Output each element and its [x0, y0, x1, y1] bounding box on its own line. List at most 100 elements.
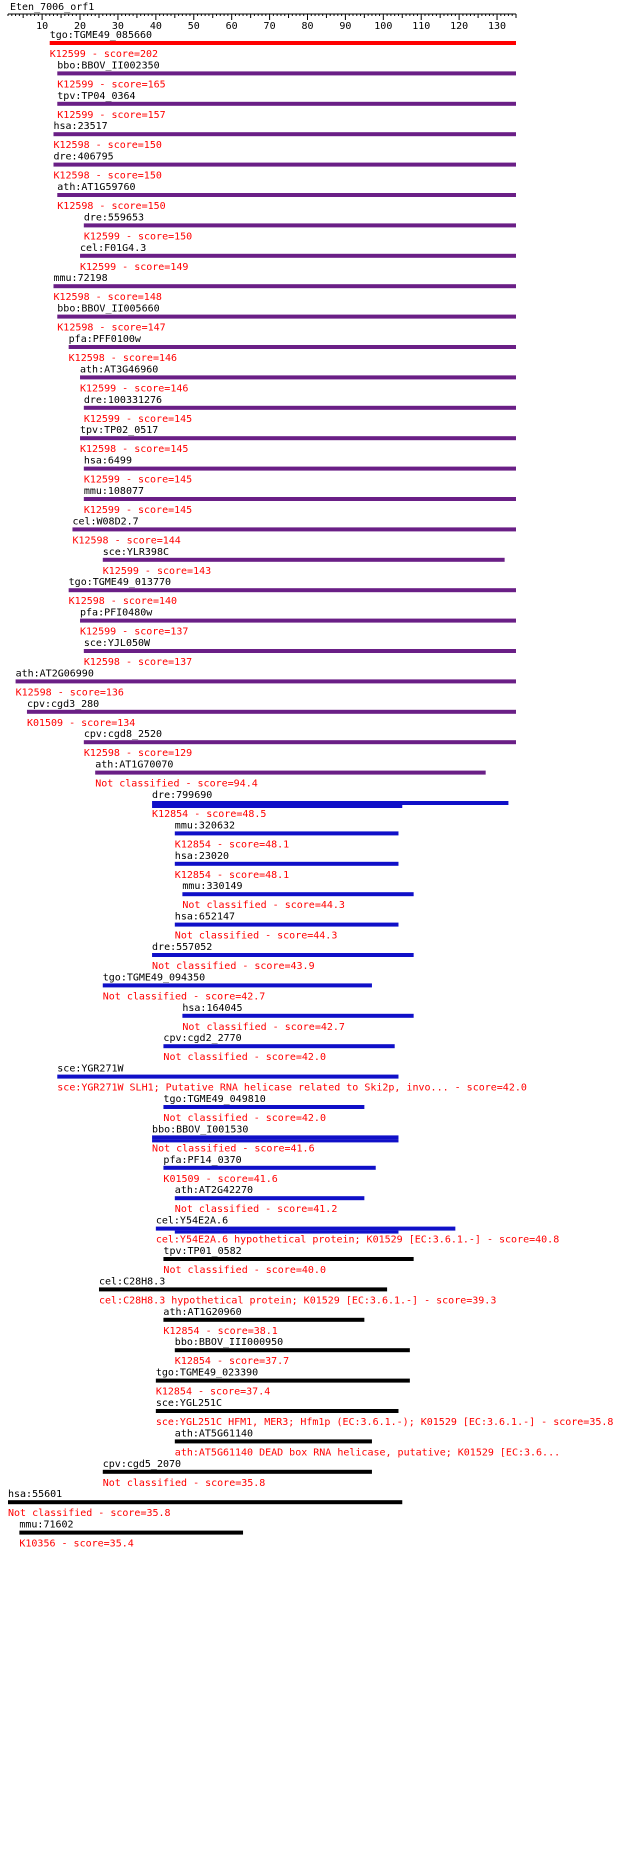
hit-label[interactable]: dre:559653 [84, 212, 144, 223]
hit-bar[interactable] [19, 1530, 244, 1535]
hit-label[interactable]: bbo:BBOV_I001530 [152, 1124, 248, 1135]
hit-label[interactable]: cpv:cgd5_2070 [103, 1459, 181, 1470]
hit-bar[interactable] [83, 740, 516, 745]
hit-bar[interactable] [174, 922, 399, 927]
hit-label[interactable]: hsa:652147 [175, 912, 235, 923]
hit-bar[interactable] [152, 953, 414, 957]
hit-label[interactable]: bbo:BBOV_II005660 [57, 304, 159, 315]
hit-bar[interactable] [102, 557, 505, 562]
hit-bar[interactable] [49, 41, 517, 45]
hit-bar[interactable] [152, 1135, 399, 1140]
hit-bar[interactable] [68, 588, 517, 593]
hit-bar[interactable] [102, 983, 372, 988]
hit-label[interactable]: ath:AT2G42270 [175, 1185, 253, 1196]
hit-bar[interactable] [182, 892, 414, 897]
hit-label[interactable]: ath:AT2G06990 [16, 668, 94, 679]
hit-label[interactable]: tgo:TGME49_094350 [103, 972, 205, 983]
hit-label[interactable]: ath:AT3G46960 [80, 364, 158, 375]
hit-bar[interactable] [95, 770, 486, 775]
hit-label[interactable]: sce:YJL050W [84, 638, 151, 649]
hit-bar[interactable] [155, 1226, 456, 1231]
hit-label[interactable]: cpv:cgd2_2770 [163, 1033, 241, 1044]
hit-label[interactable]: tgo:TGME49_049810 [163, 1094, 265, 1105]
hit-label[interactable]: cpv:cgd8_2520 [84, 729, 162, 740]
hit-bar[interactable] [155, 1409, 399, 1413]
hit-bar[interactable] [102, 1469, 372, 1474]
hit-label[interactable]: mmu:108077 [84, 486, 144, 497]
hit-bar[interactable] [155, 1378, 410, 1383]
hit-label[interactable]: bbo:BBOV_III000950 [175, 1337, 283, 1348]
hit-bar[interactable] [163, 1044, 395, 1049]
hit-bar[interactable] [83, 497, 516, 501]
hit-label[interactable]: ath:AT1G20960 [163, 1307, 241, 1318]
hit-bar-secondary[interactable] [174, 1230, 399, 1234]
hit-label[interactable]: ath:AT1G59760 [57, 182, 135, 193]
hit-bar[interactable] [83, 223, 516, 228]
hit-label[interactable]: pfa:PF14_0370 [163, 1155, 241, 1166]
hit-label[interactable]: mmu:71602 [19, 1520, 73, 1531]
hit-bar[interactable] [174, 1196, 365, 1201]
hit-bar[interactable] [174, 831, 399, 836]
hit-label[interactable]: tgo:TGME49_023390 [156, 1368, 258, 1379]
hit-bar[interactable] [83, 405, 516, 410]
hit-label[interactable]: tgo:TGME49_013770 [69, 577, 171, 588]
hit-label[interactable]: hsa:55601 [8, 1489, 62, 1500]
hit-bar[interactable] [57, 314, 517, 319]
hit-bar[interactable] [80, 375, 517, 380]
hit-bar[interactable] [174, 1348, 410, 1353]
hit-label[interactable]: tpv:TP02_0517 [80, 425, 158, 436]
hit-label[interactable]: hsa:6499 [84, 456, 132, 467]
hit-label[interactable]: ath:AT5G61140 [175, 1428, 253, 1439]
hit-bar[interactable] [53, 284, 516, 289]
hit-label[interactable]: dre:406795 [53, 152, 113, 163]
hit-label[interactable]: cel:W08D2.7 [72, 516, 138, 527]
hit-label[interactable]: mmu:330149 [182, 881, 242, 892]
hit-label[interactable]: mmu:72198 [53, 273, 107, 284]
hit-bar[interactable] [163, 1317, 365, 1322]
hit-bar[interactable] [26, 709, 516, 714]
hit-label[interactable]: tpv:TP01_0582 [163, 1246, 241, 1257]
hit-bar[interactable] [80, 436, 517, 441]
hit-label[interactable]: sce:YGL251C [156, 1398, 222, 1409]
hit-bar[interactable] [174, 861, 399, 866]
hit-label[interactable]: hsa:164045 [182, 1003, 242, 1014]
hit-bar[interactable] [15, 679, 516, 684]
hit-label[interactable]: tpv:TP04_0364 [57, 91, 135, 102]
hit-bar[interactable] [163, 1165, 376, 1170]
hit-bar[interactable] [80, 253, 517, 258]
hit-bar[interactable] [57, 101, 517, 106]
hit-label[interactable]: cpv:cgd3_280 [27, 699, 99, 710]
hit-bar[interactable] [57, 193, 517, 197]
hit-bar[interactable] [8, 1500, 403, 1505]
hit-bar[interactable] [152, 801, 509, 805]
hit-label[interactable]: pfa:PFI0480w [80, 608, 153, 619]
hit-label[interactable]: hsa:23517 [53, 121, 107, 132]
hit-bar[interactable] [182, 1013, 414, 1018]
hit-bar[interactable] [53, 162, 516, 167]
hit-bar[interactable] [163, 1257, 414, 1261]
hit-label[interactable]: pfa:PFF0100w [69, 334, 142, 345]
hit-bar[interactable] [53, 132, 516, 137]
hit-bar[interactable] [163, 1105, 365, 1109]
hit-label[interactable]: tgo:TGME49_085660 [50, 30, 152, 41]
hit-label[interactable]: cel:C28H8.3 [99, 1276, 165, 1287]
hit-label[interactable]: sce:YGR271W [57, 1064, 124, 1075]
hit-bar[interactable] [80, 618, 517, 623]
hit-bar[interactable] [57, 1074, 399, 1079]
hit-label[interactable]: dre:557052 [152, 942, 212, 953]
hit-bar[interactable] [83, 649, 516, 653]
hit-label[interactable]: mmu:320632 [175, 820, 235, 831]
hit-label[interactable]: ath:AT1G70070 [95, 760, 173, 771]
hit-bar-secondary[interactable] [152, 805, 403, 808]
hit-label[interactable]: sce:YLR398C [103, 547, 169, 558]
hit-label[interactable]: bbo:BBOV_II002350 [57, 60, 159, 71]
hit-bar[interactable] [57, 71, 517, 76]
hit-bar[interactable] [68, 345, 517, 349]
hit-label[interactable]: hsa:23020 [175, 851, 229, 862]
hit-label[interactable]: dre:799690 [152, 790, 212, 801]
hit-label[interactable]: cel:Y54E2A.6 [156, 1216, 228, 1227]
hit-bar[interactable] [174, 1439, 372, 1444]
hit-label[interactable]: cel:F01G4.3 [80, 243, 146, 254]
hit-bar-secondary[interactable] [152, 1139, 399, 1143]
hit-label[interactable]: dre:100331276 [84, 395, 162, 406]
